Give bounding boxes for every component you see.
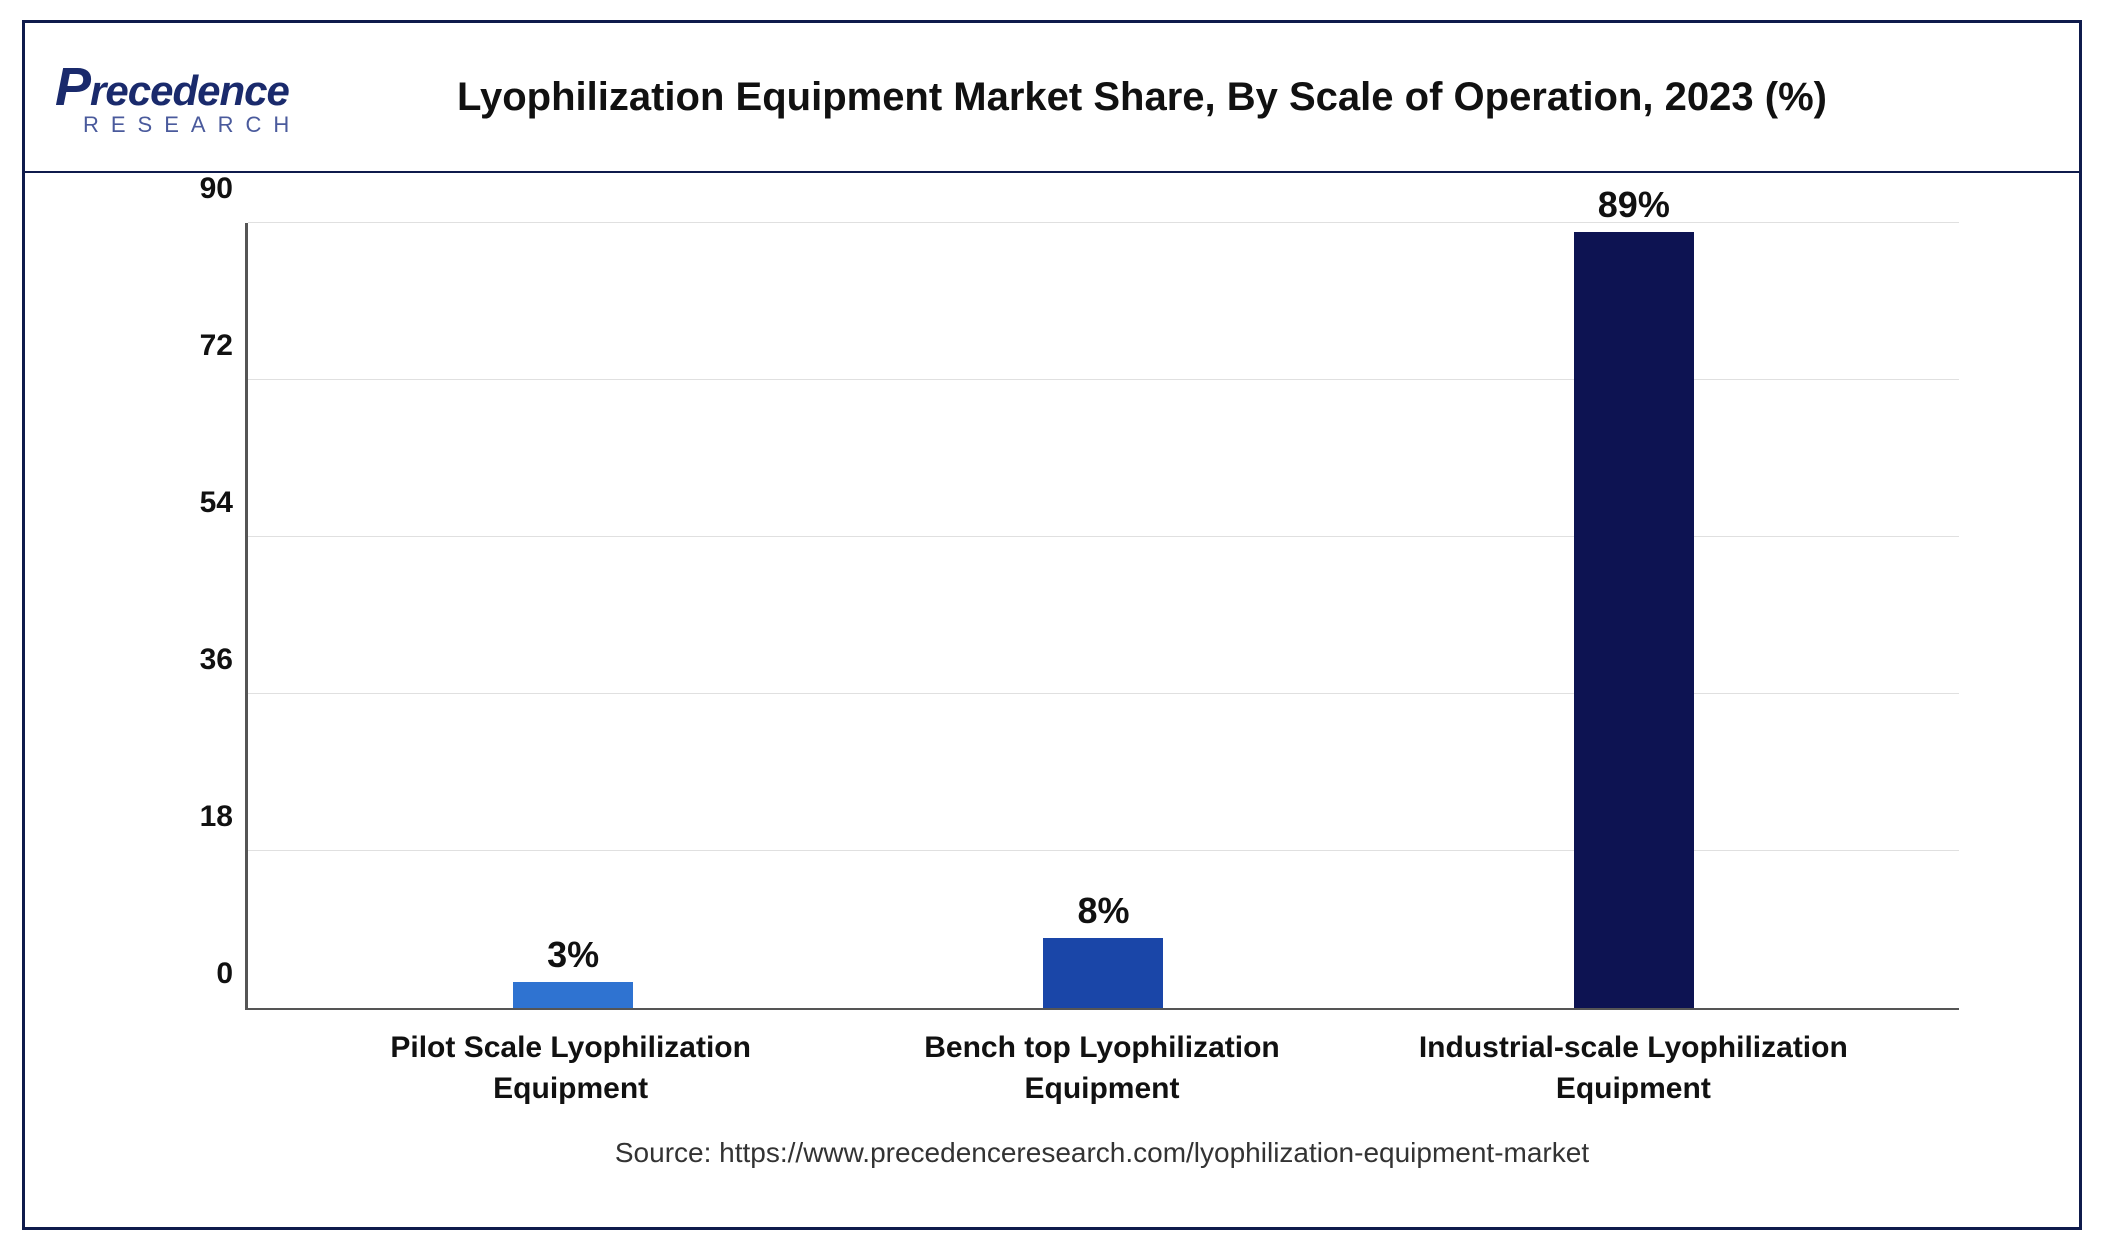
logo-top-text: recedence: [90, 67, 289, 114]
x-axis: Pilot Scale Lyophilization Equipment Ben…: [245, 1008, 1959, 1109]
y-tick: 72: [178, 329, 233, 363]
chart-title: Lyophilization Equipment Market Share, B…: [355, 75, 2049, 120]
chart-body: 90 72 54 36 18 0 3% 8%: [25, 173, 2079, 1227]
bar-slot: 3%: [308, 223, 838, 1008]
bar-value-label: 3%: [547, 934, 599, 976]
bar-value-label: 8%: [1077, 890, 1129, 932]
y-tick: 90: [178, 172, 233, 206]
chart-frame: Precedence RESEARCH Lyophilization Equip…: [22, 20, 2082, 1230]
bar-pilot-scale: 3%: [513, 982, 633, 1008]
bar-slot: 8%: [838, 223, 1368, 1008]
y-tick: 18: [178, 800, 233, 834]
logo-brand-top: Precedence: [55, 56, 289, 118]
x-category-label: Industrial-scale Lyophilization Equipmen…: [1368, 1028, 1899, 1109]
source-line: Source: https://www.precedenceresearch.c…: [245, 1109, 1959, 1187]
header-band: Precedence RESEARCH Lyophilization Equip…: [25, 23, 2079, 173]
bars-row: 3% 8% 89%: [248, 223, 1959, 1008]
plot-area: 90 72 54 36 18 0 3% 8%: [245, 223, 1959, 1008]
bar-bench-top: 8%: [1043, 938, 1163, 1008]
bar-value-label: 89%: [1598, 184, 1670, 226]
y-tick: 36: [178, 643, 233, 677]
logo-brand-bottom: RESEARCH: [83, 112, 301, 138]
bar-industrial-scale: 89%: [1574, 232, 1694, 1008]
bar-slot: 89%: [1369, 223, 1899, 1008]
x-category-label: Pilot Scale Lyophilization Equipment: [305, 1028, 836, 1109]
y-tick: 0: [178, 957, 233, 991]
x-category-label: Bench top Lyophilization Equipment: [836, 1028, 1367, 1109]
logo: Precedence RESEARCH: [55, 56, 355, 138]
y-tick: 54: [178, 486, 233, 520]
